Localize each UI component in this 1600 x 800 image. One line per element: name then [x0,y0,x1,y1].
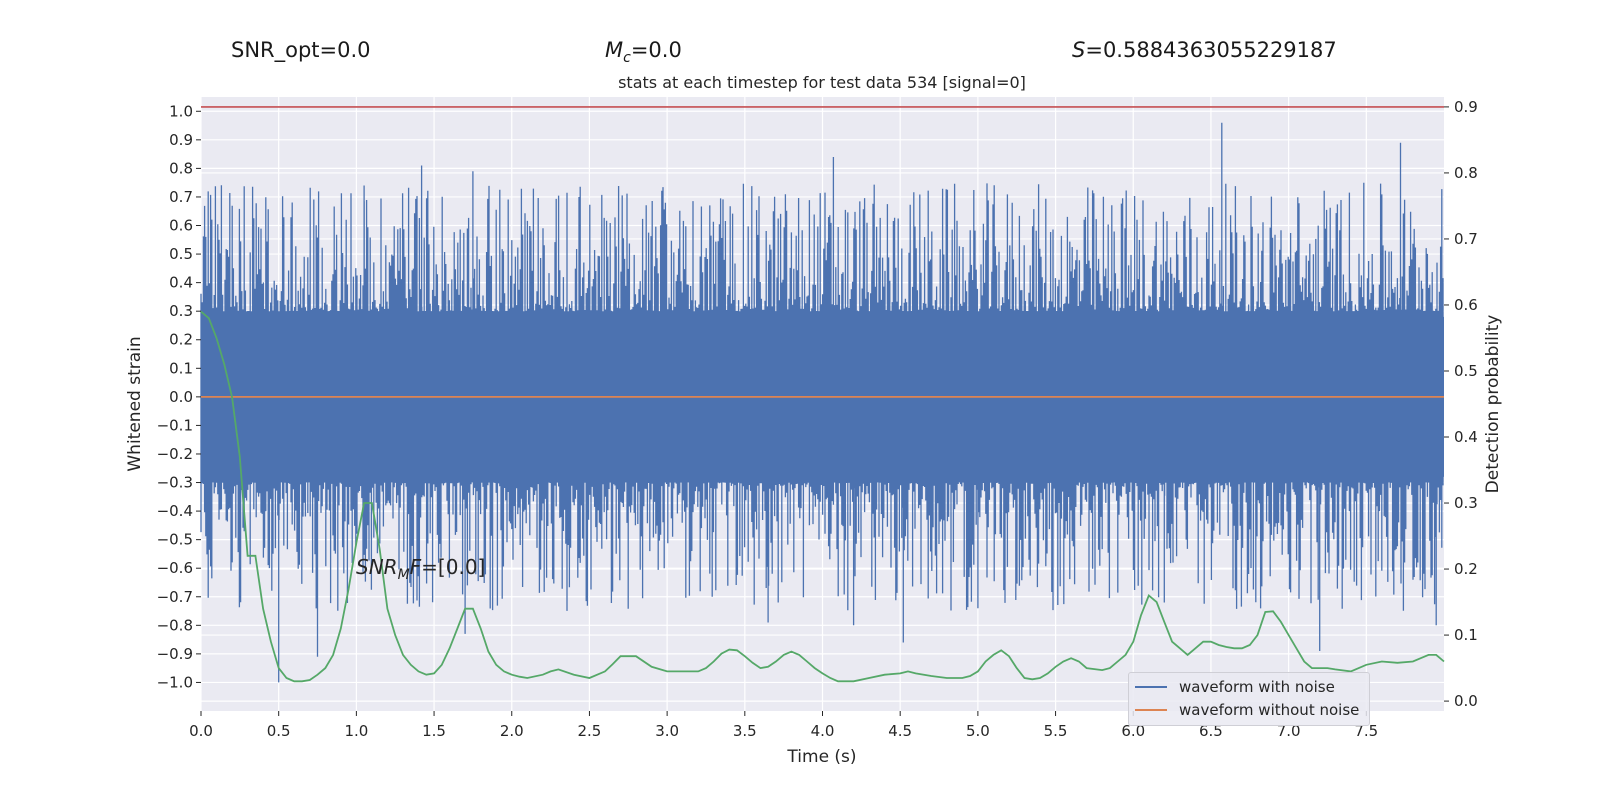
x-tick-label: 3.0 [655,722,679,740]
x-tick-label: 1.5 [422,722,446,740]
snr-opt-label: SNR_opt=0.0 [231,38,371,62]
y-tick-label: 0.4 [169,274,193,292]
y2-tick-label: 0.2 [1454,560,1478,578]
legend-swatch-noise [1135,686,1167,688]
legend-swatch-clean [1135,709,1167,711]
y2-tick-label: 0.9 [1454,98,1478,116]
y-tick-label: 0.0 [169,388,193,406]
mc-symbol: M [605,38,624,62]
x-axis-label: Time (s) [786,747,856,767]
legend: waveform with noise waveform without noi… [1128,672,1370,726]
x-tick-label: 6.5 [1199,722,1223,740]
y-tick-label: 0.2 [169,331,193,349]
y-tick-label: 0.6 [169,217,193,235]
x-tick-label: 5.0 [966,722,990,740]
x-tick-label: 0.5 [267,722,291,740]
s-symbol: S [1072,38,1086,62]
y-axis-label: Whitened strain [125,336,145,471]
y-tick-label: −0.2 [157,445,193,463]
y2-tick-label: 0.3 [1454,494,1478,512]
x-tick-label: 3.5 [733,722,757,740]
y-tick-label: −0.6 [157,559,193,577]
x-tick-label: 4.0 [811,722,835,740]
legend-label-noise: waveform with noise [1179,678,1335,696]
y2-tick-label: 0.7 [1454,230,1478,248]
snr-mf-annotation: SNRMF=[0.0] [356,555,485,583]
s-value: =0.5884363055229187 [1085,38,1337,62]
y-tick-label: 0.8 [169,159,193,177]
legend-label-clean: waveform without noise [1179,701,1360,719]
y-tick-label: −1.0 [157,673,193,691]
x-tick-label: 7.5 [1354,722,1378,740]
y-tick-label: −0.9 [157,645,193,663]
y2-tick-label: 0.1 [1454,626,1478,644]
y-tick-label: 0.5 [169,245,193,263]
annot-sub: M [398,567,410,583]
y-tick-label: −0.1 [157,416,193,434]
snr-opt-text: SNR_opt=0.0 [231,38,371,62]
y-tick-label: −0.4 [157,502,193,520]
x-tick-label: 2.0 [500,722,524,740]
y2-axis-label: Detection probability [1483,315,1503,494]
annot-symbol: SNR [356,555,398,579]
axis-ticks: 0.0 0.5 1.0 1.5 2.0 2.5 3.0 3.5 4.0 4.5 5.0 5.5 6.0 6… [157,98,1478,740]
line-series [200,106,1445,683]
chart-title: stats at each timestep for test data 534… [618,73,1026,92]
y2-tick-label: 0.6 [1454,296,1478,314]
mc-subscript: c [623,50,631,67]
x-tick-label: 6.0 [1121,722,1145,740]
detection-probability-line [200,310,1445,683]
x-tick-label: 1.0 [344,722,368,740]
y-tick-label: 0.3 [169,302,193,320]
legend-item-noise: waveform with noise [1135,677,1335,697]
legend-item-clean: waveform without noise [1135,700,1359,720]
y-tick-label: 1.0 [169,102,193,120]
x-tick-label: 7.0 [1277,722,1301,740]
y2-tick-label: 0.4 [1454,428,1478,446]
annot-value: =[0.0] [421,555,485,579]
x-tick-label: 2.5 [578,722,602,740]
x-tick-label: 0.0 [189,722,213,740]
y-tick-label: 0.1 [169,359,193,377]
y-tick-label: 0.9 [169,131,193,149]
y-tick-label: −0.5 [157,531,193,549]
y-tick-label: −0.7 [157,588,193,606]
y2-tick-label: 0.0 [1454,692,1478,710]
y2-tick-label: 0.5 [1454,362,1478,380]
noise-waveform [200,122,1444,683]
annot-tail: F [410,555,422,579]
x-tick-label: 4.5 [888,722,912,740]
mc-value: =0.0 [630,38,682,62]
x-tick-label: 5.5 [1044,722,1068,740]
y-tick-label: 0.7 [169,188,193,206]
chirp-mass-label: Mc=0.0 [605,38,682,66]
y-tick-label: −0.3 [157,474,193,492]
y-tick-label: −0.8 [157,616,193,634]
y2-tick-label: 0.8 [1454,164,1478,182]
score-label: S=0.5884363055229187 [1072,38,1337,62]
